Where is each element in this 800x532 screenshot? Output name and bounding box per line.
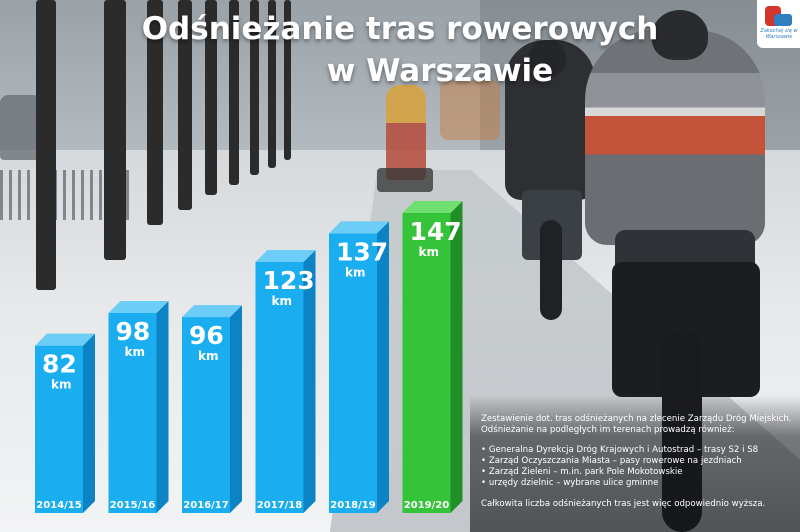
bar-top: [402, 201, 463, 213]
bar-value-label: 147: [410, 217, 462, 246]
bar-side: [230, 305, 242, 513]
bar: [402, 213, 451, 513]
bar-value-label: 137: [336, 237, 388, 266]
bar-category-label: 2017/18: [257, 500, 302, 511]
bar: [329, 233, 377, 514]
info-item: Generalna Dyrekcja Dróg Krajowych i Auto…: [481, 445, 797, 456]
bar-category-label: 2016/17: [183, 500, 228, 511]
bar-top: [329, 221, 389, 234]
bar-category-label: 2018/19: [330, 500, 375, 511]
chart-title-line2: w Warszawie: [326, 53, 554, 89]
bar: [182, 317, 230, 513]
bar-value-label: 123: [263, 266, 315, 295]
bar-side: [83, 333, 95, 513]
bar-category-label: 2019/20: [404, 500, 449, 511]
info-outro: Całkowita liczba odśnieżanych tras jest …: [481, 499, 766, 509]
bar-value-label: 98: [116, 317, 151, 346]
bar-top: [108, 301, 169, 313]
bar-unit-label: km: [345, 265, 365, 279]
bar-side: [450, 201, 463, 513]
logo-flag-icon: [774, 14, 792, 26]
bar-top: [182, 305, 242, 318]
info-item: Zarząd Oczyszczania Miasta – pasy rowero…: [481, 456, 797, 467]
info-list: Generalna Dyrekcja Dróg Krajowych i Auto…: [481, 445, 797, 489]
bar-unit-label: km: [272, 294, 292, 308]
bar-unit-label: km: [51, 378, 71, 392]
bar-unit-label: km: [198, 349, 218, 363]
bar-side: [303, 249, 316, 513]
bar-value-label: 96: [189, 321, 224, 350]
bar: [35, 345, 83, 513]
bar-category-label: 2015/16: [110, 500, 155, 511]
chart-title-line1: Odśnieżanie tras rowerowych: [141, 11, 659, 47]
bar: [255, 261, 304, 513]
info-panel: Zestawienie dot. tras odśnieżanych na zl…: [481, 414, 797, 510]
bar-unit-label: km: [419, 245, 439, 259]
info-item: Zarząd Zieleni – m.in. park Pole Mokotow…: [481, 467, 797, 478]
bar-value-label: 82: [42, 350, 77, 379]
bar-side: [156, 301, 169, 513]
bar-unit-label: km: [125, 345, 145, 359]
bar-side: [377, 221, 389, 514]
bar-top: [255, 249, 316, 262]
bar: [108, 313, 157, 513]
info-item: urzędy dzielnic – wybrane ulice gminne: [481, 478, 797, 489]
logo-text: Zakochaj się w Warszawie: [760, 28, 798, 40]
bar-category-label: 2014/15: [36, 500, 81, 511]
info-intro: Zestawienie dot. tras odśnieżanych na zl…: [481, 414, 792, 435]
bar-top: [35, 333, 95, 346]
